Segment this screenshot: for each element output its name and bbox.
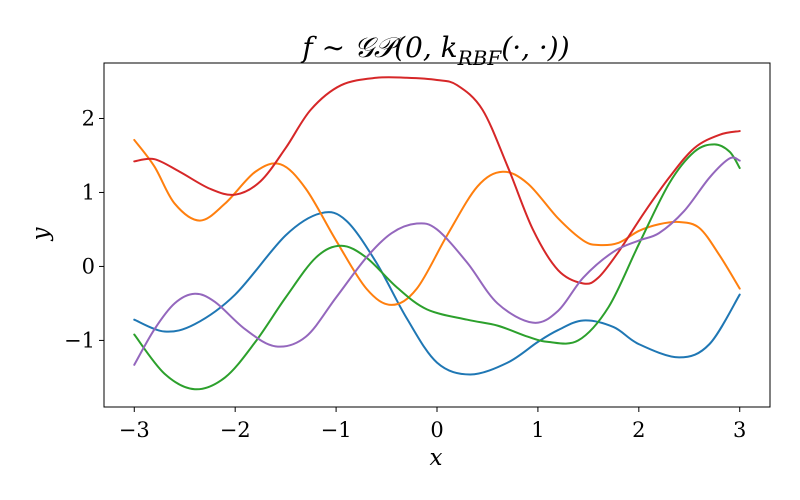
x-axis-label: x	[430, 445, 443, 471]
x-tick-label: −3	[119, 418, 150, 442]
x-tick-label: 0	[430, 418, 443, 442]
series-layer	[133, 76, 741, 391]
x-tick-label: 2	[632, 418, 645, 442]
chart-title: f ∼ 𝒢𝒫(0, kRBF(·, ·))	[300, 31, 569, 70]
series-line-1	[133, 211, 741, 376]
y-tick-label: 2	[82, 106, 95, 130]
y-tick-label: 1	[82, 180, 95, 204]
x-tick-label: −2	[220, 418, 251, 442]
series-line-2	[133, 138, 741, 306]
y-tick-label: −1	[64, 328, 95, 352]
x-tick-label: 3	[733, 418, 746, 442]
plot-area	[103, 62, 771, 408]
x-tick-label: −1	[321, 418, 352, 442]
y-axis-label: y	[28, 227, 54, 242]
series-line-3	[133, 143, 741, 391]
series-line-5	[133, 156, 741, 366]
series-line-4	[133, 76, 741, 285]
x-tick-label: 1	[531, 418, 544, 442]
y-tick-label: 0	[82, 254, 95, 278]
y-axis: −1 0 1 2	[64, 106, 104, 352]
x-axis: −3 −2 −1 0 1 2 3	[119, 407, 746, 442]
